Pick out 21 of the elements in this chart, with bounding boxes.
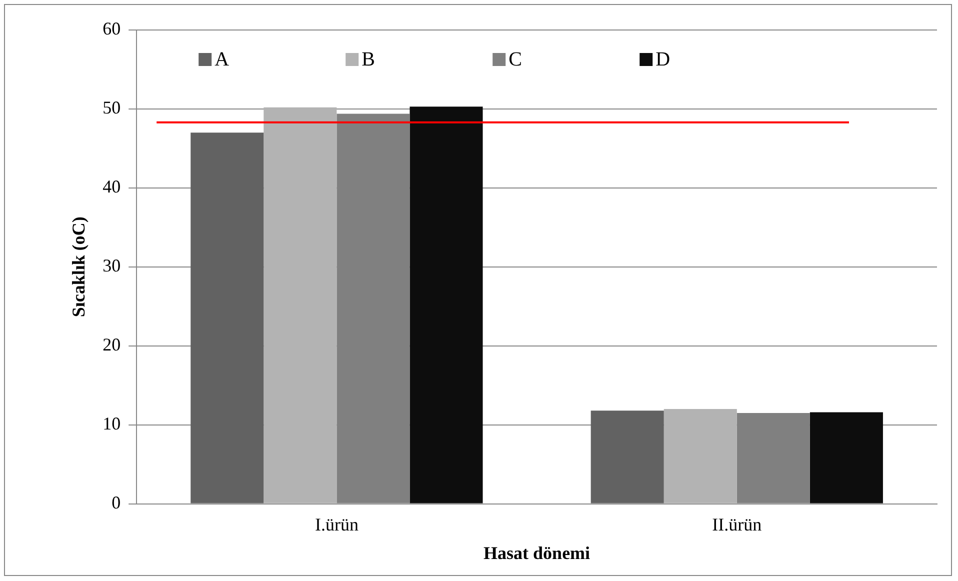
bar <box>810 412 883 504</box>
y-tick-label: 30 <box>102 256 121 276</box>
bar <box>264 107 337 504</box>
x-tick-label: I.ürün <box>314 514 358 534</box>
bar <box>664 409 737 504</box>
bar <box>410 106 483 504</box>
x-axis-title: Hasat dönemi <box>484 542 590 563</box>
legend-label: B <box>362 48 375 70</box>
y-tick-label: 50 <box>102 98 121 118</box>
bar <box>190 132 264 504</box>
y-tick-label: 10 <box>102 414 121 434</box>
y-tick-label: 60 <box>102 18 121 39</box>
y-tick-label: 20 <box>102 334 121 355</box>
legend-label: A <box>214 48 230 70</box>
y-tick-label: 40 <box>102 176 121 197</box>
bar <box>590 410 664 504</box>
y-tick-label: 0 <box>112 492 121 513</box>
y-axis-title: Sıcaklık (oC) <box>68 216 88 318</box>
legend-label: D <box>656 48 670 70</box>
x-tick-label: II.ürün <box>712 514 762 534</box>
legend-label: C <box>508 48 522 70</box>
